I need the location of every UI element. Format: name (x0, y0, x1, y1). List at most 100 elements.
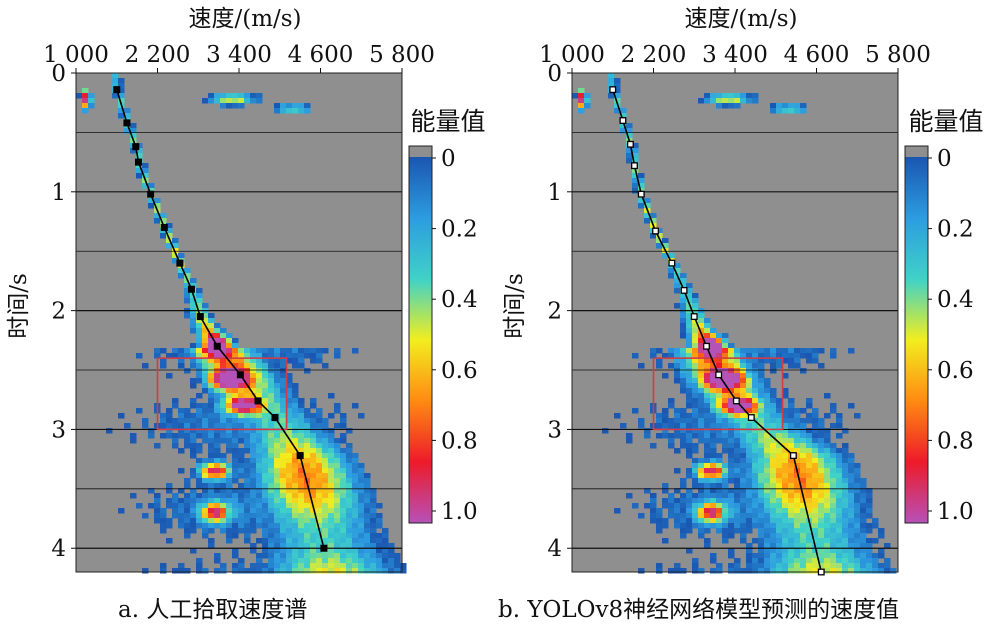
energy-cell (322, 538, 329, 544)
energy-cell (794, 518, 801, 524)
energy-cell (704, 338, 711, 344)
energy-cell (346, 568, 353, 574)
energy-cell (208, 403, 215, 409)
energy-cell (692, 338, 699, 344)
energy-cell (238, 488, 245, 494)
energy-cell (208, 413, 215, 419)
energy-cell (346, 528, 353, 534)
energy-cell (770, 398, 777, 404)
energy-cell (298, 363, 305, 369)
energy-cell (310, 543, 317, 549)
energy-cell (334, 458, 341, 464)
energy-cell (668, 348, 675, 354)
energy-cell (208, 383, 215, 389)
energy-cell (214, 438, 221, 444)
energy-cell (382, 563, 389, 569)
energy-cell (830, 493, 837, 499)
energy-cell (322, 448, 329, 454)
energy-cell (112, 73, 119, 79)
energy-cell (764, 518, 771, 524)
energy-cell (178, 413, 185, 419)
energy-cell (740, 93, 747, 99)
energy-cell (752, 368, 759, 374)
energy-cell (226, 418, 233, 424)
energy-cell (256, 453, 263, 459)
energy-cell (196, 403, 203, 409)
energy-cell (734, 403, 741, 409)
energy-cell (190, 413, 197, 419)
energy-cell (704, 373, 711, 379)
energy-cell (728, 443, 735, 449)
energy-cell (740, 473, 747, 479)
energy-cell (262, 513, 269, 519)
energy-cell (262, 518, 269, 524)
energy-cell (238, 468, 245, 474)
energy-cell (196, 373, 203, 379)
energy-cell (304, 443, 311, 449)
energy-cell (626, 158, 633, 164)
energy-cell (854, 478, 861, 484)
energy-cell (788, 488, 795, 494)
energy-cell (370, 538, 377, 544)
energy-cell (764, 423, 771, 429)
energy-cell (190, 438, 197, 444)
energy-cell (382, 568, 389, 574)
energy-cell (872, 553, 879, 559)
energy-cell (728, 93, 735, 99)
energy-cell (794, 458, 801, 464)
energy-cell (806, 448, 813, 454)
energy-cell (722, 428, 729, 434)
energy-cell (316, 533, 323, 539)
energy-cell (202, 338, 209, 344)
energy-cell (268, 383, 275, 389)
energy-cell (244, 403, 251, 409)
energy-cell (274, 478, 281, 484)
energy-cell (692, 328, 699, 334)
energy-cell (830, 503, 837, 509)
energy-cell (262, 378, 269, 384)
energy-cell (244, 518, 251, 524)
energy-cell (340, 423, 347, 429)
energy-cell (854, 488, 861, 494)
energy-cell (316, 418, 323, 424)
energy-cell (190, 383, 197, 389)
energy-cell (346, 483, 353, 489)
energy-cell (698, 513, 705, 519)
energy-cell (232, 508, 239, 514)
energy-cell (370, 508, 377, 514)
energy-cell (220, 453, 227, 459)
energy-cell (788, 523, 795, 529)
energy-cell (716, 473, 723, 479)
energy-cell (830, 508, 837, 514)
energy-cell (806, 533, 813, 539)
energy-cell (364, 543, 371, 549)
energy-cell (352, 493, 359, 499)
energy-cell (250, 468, 257, 474)
energy-cell (202, 318, 209, 324)
energy-cell (202, 343, 209, 349)
energy-cell (346, 553, 353, 559)
energy-cell (334, 498, 341, 504)
energy-cell (148, 433, 155, 439)
energy-cell (316, 498, 323, 504)
energy-cell (638, 423, 645, 429)
energy-cell (214, 348, 221, 354)
energy-cell (196, 328, 203, 334)
energy-cell (734, 558, 741, 564)
energy-cell (148, 198, 155, 204)
energy-cell (232, 498, 239, 504)
energy-cell (728, 348, 735, 354)
energy-cell (860, 558, 867, 564)
energy-cell (746, 468, 753, 474)
x-tick-label: 1 000 (539, 42, 605, 68)
energy-cell (698, 568, 705, 574)
energy-cell (202, 498, 209, 504)
energy-cell (770, 413, 777, 419)
energy-cell (148, 428, 155, 434)
energy-cell (716, 388, 723, 394)
energy-cell (728, 553, 735, 559)
energy-cell (346, 523, 353, 529)
energy-cell (316, 473, 323, 479)
energy-cell (292, 523, 299, 529)
